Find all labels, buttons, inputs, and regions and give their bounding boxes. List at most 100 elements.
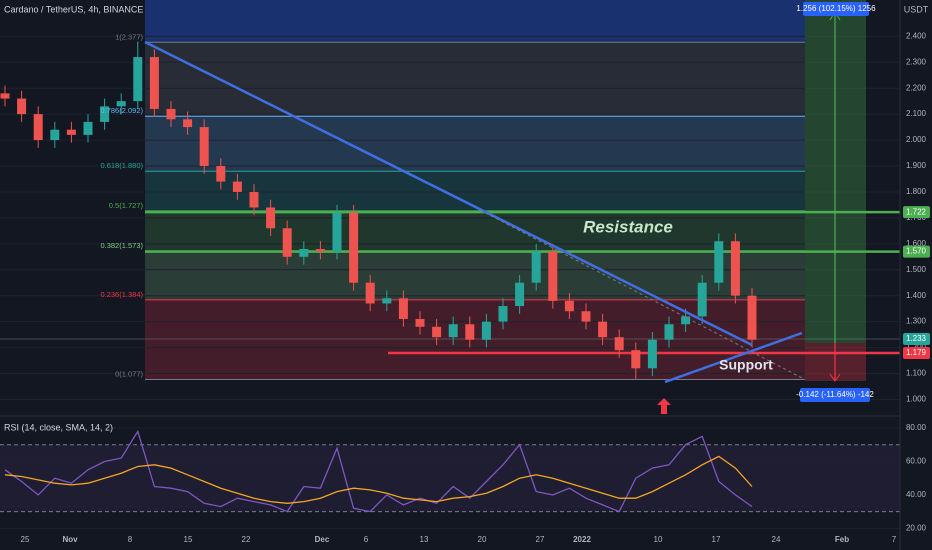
candle-body	[398, 298, 408, 320]
y-tick-label: 1.100	[906, 369, 927, 378]
candle-body	[33, 114, 43, 141]
y-tick-label: 1.900	[906, 161, 927, 170]
projection-up-label: 1.256 (102.15%) 1256	[796, 4, 876, 13]
fib-label: 0(1.077)	[115, 369, 143, 378]
y-tick-label: 1.300	[906, 317, 927, 326]
x-tick-label: 6	[364, 535, 369, 544]
fib-band	[145, 116, 805, 172]
chart-title: Cardano / TetherUS, 4h, BINANCE	[4, 4, 143, 14]
x-tick-label: 2022	[573, 535, 591, 544]
fib-label: 0.618(1.880)	[100, 161, 143, 170]
x-tick-label: 7	[892, 535, 897, 544]
projection-down-label-bg	[800, 388, 870, 402]
candle-body	[116, 101, 126, 107]
fib-label: 0.5(1.727)	[109, 201, 144, 210]
fib-layer	[145, 0, 805, 380]
rsi-band	[0, 444, 900, 512]
projection-down-label: -0.142 (-11.64%) -142	[796, 390, 874, 399]
candle-body	[564, 300, 574, 312]
candle-body	[465, 324, 475, 340]
candle-body	[17, 98, 27, 115]
candle-body	[432, 326, 442, 338]
candle-body	[448, 324, 458, 338]
y-tick-label: 20.00	[906, 523, 927, 532]
candle-body	[299, 249, 309, 257]
fib-top-band	[145, 0, 805, 42]
candle-body	[365, 282, 375, 304]
candle-body	[548, 251, 558, 301]
grid-layer	[0, 35, 900, 529]
candle-body	[498, 306, 508, 322]
level-label-bg	[903, 206, 930, 219]
candle-body	[83, 121, 93, 135]
fib-band	[145, 171, 805, 211]
candle-body	[266, 207, 276, 229]
y-tick-label: 1.500	[906, 265, 927, 274]
up-arrow	[657, 398, 671, 414]
x-tick-label: 24	[772, 535, 781, 544]
candle-body	[515, 282, 525, 307]
candle-body	[282, 228, 292, 257]
support-label: Support	[719, 357, 773, 373]
y-tick-label: 40.00	[906, 490, 927, 499]
candle-body	[697, 282, 707, 317]
y-tick-label: 60.00	[906, 457, 927, 466]
x-tick-label: Feb	[835, 535, 849, 544]
trendline	[144, 40, 753, 347]
y-tick-label: 1.000	[906, 395, 927, 404]
candle-body	[249, 191, 259, 208]
candle-body	[481, 321, 491, 340]
y-tick-label: 1.800	[906, 187, 927, 196]
candle-body	[133, 57, 143, 102]
x-tick-label: 20	[478, 535, 487, 544]
candle-body	[730, 241, 740, 296]
level-label-bg	[903, 245, 930, 258]
candle-body	[50, 129, 60, 141]
candle-body	[747, 295, 757, 340]
candle-body	[614, 337, 624, 351]
rsi-title: RSI (14, close, SMA, 14, 2)	[4, 422, 113, 432]
candle-body	[0, 93, 10, 99]
arrow-head	[829, 373, 841, 382]
candle-body	[166, 108, 176, 120]
projection-up-label-bg	[803, 2, 869, 16]
fib-label: 0.236(1.384)	[100, 290, 143, 299]
candle-body	[581, 311, 591, 322]
y-tick-label: 1.600	[906, 239, 927, 248]
support-line	[664, 331, 803, 384]
x-tick-label: Nov	[62, 535, 78, 544]
candle-body	[681, 316, 691, 325]
candle-body	[598, 321, 608, 338]
candle-body	[647, 339, 657, 369]
level-label-bg	[903, 333, 930, 346]
x-tick-label: 25	[21, 535, 30, 544]
y-tick-label: 80.00	[906, 423, 927, 432]
level-label: 1.722	[906, 207, 927, 216]
trend-extension	[479, 209, 803, 379]
fib-band	[145, 210, 805, 251]
candle-body	[415, 319, 425, 327]
candle-body	[382, 298, 392, 304]
axis-unit: USDT	[904, 4, 929, 14]
candle-body	[631, 350, 641, 369]
candle-body	[232, 181, 242, 192]
fib-label: 1(2.377)	[115, 32, 143, 41]
candle-body	[216, 166, 226, 182]
level-label: 1.570	[906, 247, 927, 256]
candle-body	[100, 106, 110, 122]
y-tick-label: 2.000	[906, 135, 927, 144]
level-label: 1.233	[906, 334, 927, 343]
x-tick-label: 17	[712, 535, 721, 544]
level-label-bg	[903, 347, 930, 360]
marks-layer	[0, 41, 900, 513]
fib-band	[145, 299, 805, 380]
x-tick-label: 13	[420, 535, 429, 544]
candle-body	[183, 119, 193, 128]
candle-body	[149, 57, 159, 109]
x-tick-label: 15	[184, 535, 193, 544]
y-tick-label: 2.300	[906, 57, 927, 66]
candle-body	[315, 249, 325, 252]
x-tick-label: 8	[128, 535, 133, 544]
candle-body	[531, 251, 541, 283]
